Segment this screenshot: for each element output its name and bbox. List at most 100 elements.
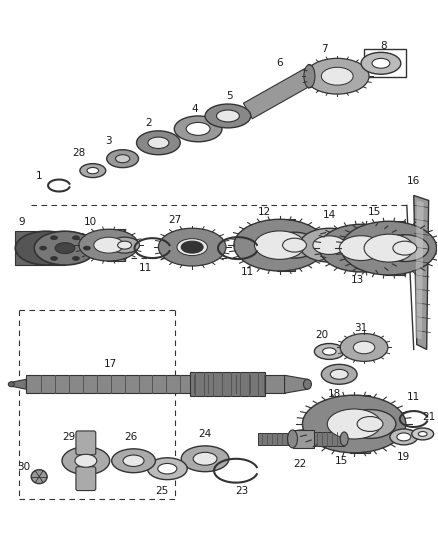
Ellipse shape <box>272 232 318 258</box>
Polygon shape <box>414 196 429 350</box>
Ellipse shape <box>300 228 359 262</box>
Ellipse shape <box>79 229 138 261</box>
Polygon shape <box>11 379 26 389</box>
Ellipse shape <box>123 455 144 466</box>
Polygon shape <box>244 68 314 119</box>
Ellipse shape <box>327 409 381 439</box>
Ellipse shape <box>110 237 140 253</box>
Ellipse shape <box>313 236 346 254</box>
Text: 19: 19 <box>397 452 410 462</box>
Ellipse shape <box>340 432 348 446</box>
FancyBboxPatch shape <box>350 395 370 453</box>
FancyBboxPatch shape <box>385 221 405 275</box>
Ellipse shape <box>357 417 383 431</box>
Ellipse shape <box>390 429 418 445</box>
Ellipse shape <box>361 52 401 74</box>
Ellipse shape <box>158 464 177 474</box>
Ellipse shape <box>72 236 79 240</box>
Ellipse shape <box>304 379 311 389</box>
Ellipse shape <box>193 453 217 465</box>
Ellipse shape <box>381 235 429 262</box>
Bar <box>190 373 265 396</box>
Bar <box>364 50 406 77</box>
Text: 2: 2 <box>145 118 152 128</box>
Ellipse shape <box>50 236 57 240</box>
Ellipse shape <box>353 341 375 354</box>
Bar <box>314 432 344 446</box>
Ellipse shape <box>118 241 131 249</box>
Text: 11: 11 <box>407 392 420 402</box>
Text: 9: 9 <box>18 217 25 227</box>
Text: 10: 10 <box>84 217 97 227</box>
Ellipse shape <box>254 231 305 260</box>
Text: 4: 4 <box>192 104 198 114</box>
Ellipse shape <box>323 348 336 355</box>
Ellipse shape <box>148 458 187 480</box>
Ellipse shape <box>321 365 357 384</box>
Ellipse shape <box>288 430 297 448</box>
Ellipse shape <box>319 224 403 272</box>
Text: 23: 23 <box>235 486 248 496</box>
Text: 18: 18 <box>328 389 341 399</box>
Ellipse shape <box>234 219 325 271</box>
Text: 11: 11 <box>139 263 152 273</box>
Ellipse shape <box>137 131 180 155</box>
Ellipse shape <box>205 104 251 128</box>
Ellipse shape <box>83 246 90 250</box>
Ellipse shape <box>364 234 414 262</box>
Polygon shape <box>285 375 307 393</box>
Text: 17: 17 <box>104 359 117 369</box>
Text: 12: 12 <box>258 207 271 217</box>
Ellipse shape <box>177 239 207 256</box>
Ellipse shape <box>216 110 240 122</box>
Ellipse shape <box>112 449 155 473</box>
Text: 30: 30 <box>17 462 30 472</box>
Ellipse shape <box>305 58 369 94</box>
Ellipse shape <box>314 343 344 359</box>
Ellipse shape <box>148 137 169 149</box>
Ellipse shape <box>304 64 315 88</box>
Ellipse shape <box>283 238 307 252</box>
Text: 21: 21 <box>422 412 435 422</box>
Bar <box>26 375 285 393</box>
Bar <box>258 433 293 445</box>
Text: 27: 27 <box>169 215 182 225</box>
Text: 25: 25 <box>156 486 169 496</box>
Ellipse shape <box>75 454 97 467</box>
Ellipse shape <box>72 256 79 261</box>
Ellipse shape <box>80 164 106 177</box>
Polygon shape <box>415 200 424 340</box>
Ellipse shape <box>397 433 411 441</box>
Text: 7: 7 <box>321 44 328 54</box>
Text: 6: 6 <box>276 58 283 68</box>
Text: 3: 3 <box>106 136 112 146</box>
FancyBboxPatch shape <box>277 219 294 271</box>
Ellipse shape <box>303 395 406 453</box>
Ellipse shape <box>55 243 75 254</box>
Ellipse shape <box>344 409 396 439</box>
Ellipse shape <box>393 241 417 255</box>
Ellipse shape <box>339 236 383 261</box>
Text: 20: 20 <box>315 329 328 340</box>
Text: 22: 22 <box>293 459 306 469</box>
FancyBboxPatch shape <box>107 229 124 261</box>
Ellipse shape <box>94 237 124 253</box>
Text: 29: 29 <box>62 432 76 442</box>
Ellipse shape <box>372 59 390 68</box>
Ellipse shape <box>8 382 14 387</box>
Ellipse shape <box>412 428 434 440</box>
Ellipse shape <box>341 221 437 275</box>
Ellipse shape <box>174 116 222 142</box>
Ellipse shape <box>62 447 110 475</box>
Ellipse shape <box>181 446 229 472</box>
Text: 16: 16 <box>407 175 420 185</box>
Ellipse shape <box>31 470 47 483</box>
Ellipse shape <box>116 155 130 163</box>
Ellipse shape <box>15 231 77 265</box>
FancyBboxPatch shape <box>15 231 65 265</box>
Ellipse shape <box>159 228 226 266</box>
Ellipse shape <box>181 241 203 253</box>
Text: 31: 31 <box>354 322 368 333</box>
Text: 15: 15 <box>367 207 381 217</box>
Text: 5: 5 <box>226 91 233 101</box>
